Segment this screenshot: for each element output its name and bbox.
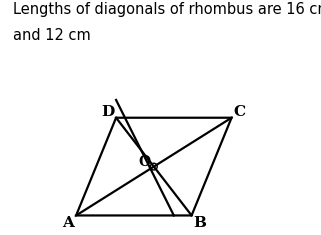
Text: D: D [101, 106, 115, 119]
Text: O: O [138, 155, 150, 169]
Text: B: B [193, 216, 206, 231]
Text: A: A [62, 216, 74, 231]
Text: Lengths of diagonals of rhombus are 16 cm: Lengths of diagonals of rhombus are 16 c… [13, 2, 321, 17]
Text: C: C [233, 106, 246, 119]
Text: and 12 cm: and 12 cm [13, 28, 91, 43]
